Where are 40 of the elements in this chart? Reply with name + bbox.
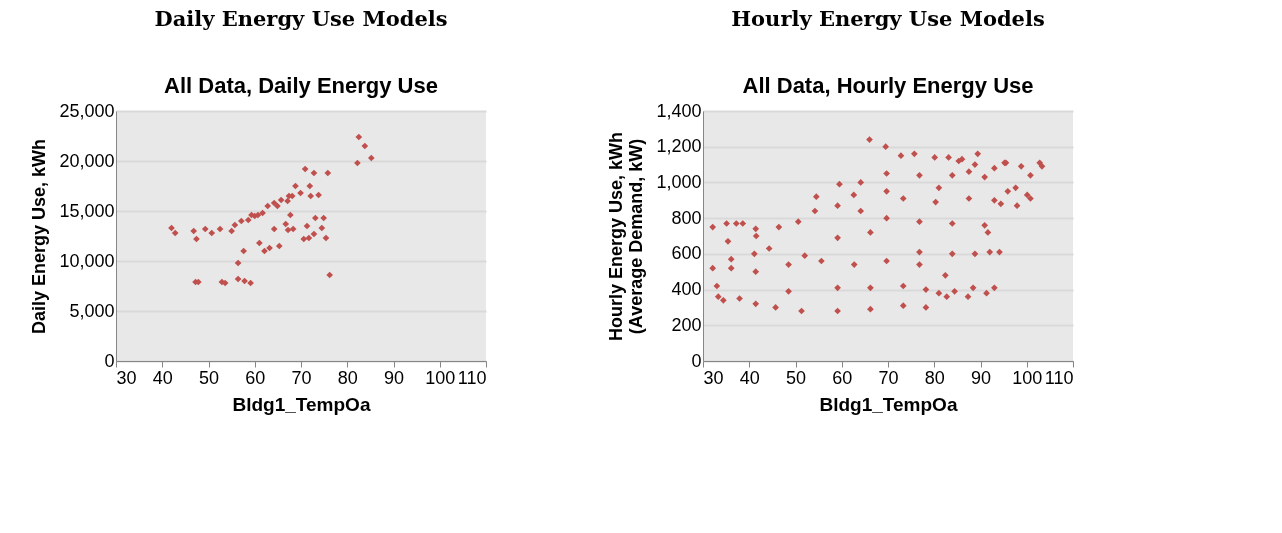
x-tick-label: 60: [832, 367, 853, 388]
y-tick-label: 1,400: [656, 100, 702, 121]
x-tick-label: 90: [383, 367, 405, 388]
y-tick-label: 20,000: [59, 150, 115, 171]
y-tick-label: 1,000: [656, 171, 702, 192]
x-tick-label: 40: [739, 367, 760, 388]
chart-title: All Data, Daily Energy Use: [164, 73, 438, 98]
y-tick-label: 600: [671, 243, 702, 264]
y-tick-label: 1,200: [656, 136, 702, 157]
y-tick-label: 0: [104, 350, 115, 371]
x-tick-label: 70: [291, 367, 312, 388]
x-tick-label: 40: [152, 367, 173, 388]
chart-title: All Data, Hourly Energy Use: [742, 73, 1034, 98]
x-tick-label: 80: [337, 367, 358, 388]
text: Daily Energy Use Models: [154, 6, 448, 31]
x-tick-label: 100: [425, 367, 456, 388]
x-tick-label: 110: [1044, 367, 1074, 388]
y-tick-label: 200: [671, 314, 702, 335]
x-tick-label: 80: [924, 367, 945, 388]
y-tick-label: 0: [691, 350, 702, 371]
x-tick-label: 90: [970, 367, 992, 388]
x-axis-title: Bldg1_TempOa: [819, 393, 958, 415]
y-tick-label: 5,000: [69, 300, 115, 321]
x-tick-label: 50: [785, 367, 807, 388]
y-axis-title: Daily Energy Use, kWh: [29, 138, 50, 335]
x-axis-title: Bldg1_TempOa: [232, 393, 371, 415]
x-tick-label: 30: [116, 367, 137, 388]
x-tick-label: 110: [457, 367, 487, 388]
x-tick-label: 100: [1012, 367, 1043, 388]
y-tick-label: 400: [671, 279, 702, 300]
y-tick-label: 800: [671, 207, 702, 228]
text: Hourly Energy Use Models: [731, 6, 1045, 31]
x-tick-label: 30: [703, 367, 724, 388]
x-tick-label: 70: [878, 367, 899, 388]
x-tick-label: 50: [198, 367, 220, 388]
y-tick-label: 25,000: [59, 100, 115, 121]
y-axis-title: Hourly Energy Use, kWh (Average Demand, kW): [606, 131, 647, 342]
x-tick-label: 60: [245, 367, 266, 388]
y-tick-label: 15,000: [59, 200, 115, 221]
y-tick-label: 10,000: [59, 250, 115, 271]
